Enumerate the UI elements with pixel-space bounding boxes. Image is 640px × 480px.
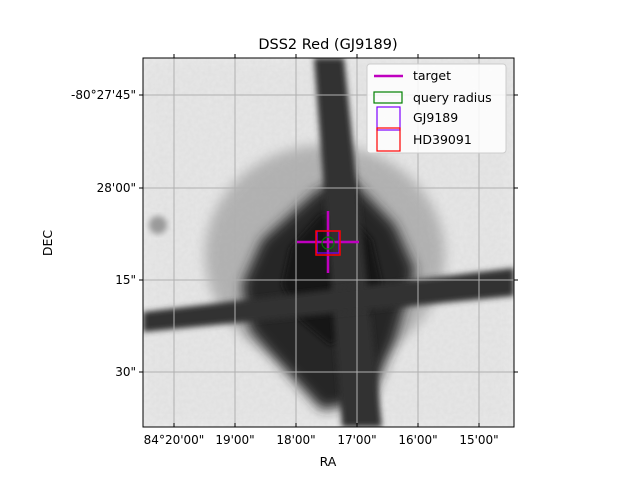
legend-query-radius-label: query radius [413, 90, 492, 105]
y-tick-label: 15" [115, 273, 136, 287]
legend-gj9189-label: GJ9189 [413, 110, 458, 125]
legend-frame [366, 63, 507, 154]
axes-frame [142, 57, 515, 428]
y-axis-label: DEC [40, 230, 55, 257]
ticks [139, 54, 518, 427]
query-radius-circle [321, 236, 335, 250]
y-tick-label: -80°27'45" [71, 88, 136, 102]
y-tick-labels: -80°27'45" 28'00" 15" 30" [71, 88, 136, 379]
diffraction-spike-horizontal [143, 268, 514, 332]
x-tick-label: 19'00" [215, 433, 254, 447]
y-tick-label: 28'00" [97, 181, 136, 195]
legend: target query radius GJ9189 HD39091 [366, 63, 507, 154]
x-tick-label: 18'00" [276, 433, 315, 447]
x-tick-label: 16'00" [398, 433, 437, 447]
chart-title: DSS2 Red (GJ9189) [258, 37, 397, 53]
y-tick-label: 30" [115, 365, 136, 379]
legend-query-radius-swatch [373, 91, 403, 104]
legend-gj9189-swatch [376, 106, 401, 131]
x-tick-label: 15'00" [459, 433, 498, 447]
faint-star [149, 216, 167, 234]
x-tick-label: 17'00" [337, 433, 376, 447]
x-tick-labels: 84°20'00" 19'00" 18'00" 17'00" 16'00" 15… [144, 433, 499, 447]
x-axis-label: RA [320, 454, 337, 469]
legend-target-label: target [413, 68, 451, 83]
markers [297, 211, 359, 273]
legend-hd39091-swatch [376, 127, 401, 152]
x-tick-label: 84°20'00" [144, 433, 205, 447]
legend-hd39091-label: HD39091 [413, 132, 472, 147]
hd39091-square [315, 230, 341, 256]
